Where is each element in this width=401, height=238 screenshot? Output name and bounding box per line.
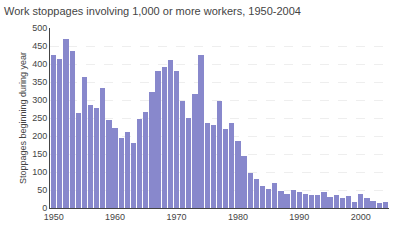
svg-text:2000: 2000 <box>351 212 371 222</box>
svg-text:400: 400 <box>32 59 47 69</box>
svg-text:200: 200 <box>32 131 47 141</box>
svg-text:350: 350 <box>32 77 47 87</box>
svg-text:300: 300 <box>32 95 47 105</box>
svg-text:1970: 1970 <box>166 212 186 222</box>
svg-text:1990: 1990 <box>289 212 309 222</box>
svg-text:1980: 1980 <box>228 212 248 222</box>
svg-text:50: 50 <box>37 185 47 195</box>
svg-text:150: 150 <box>32 149 47 159</box>
svg-text:250: 250 <box>32 113 47 123</box>
svg-text:450: 450 <box>32 41 47 51</box>
svg-text:1960: 1960 <box>105 212 125 222</box>
svg-text:1950: 1950 <box>44 212 64 222</box>
svg-text:500: 500 <box>32 23 47 33</box>
svg-text:Work stoppages involving 1,000: Work stoppages involving 1,000 or more w… <box>4 5 301 17</box>
svg-text:100: 100 <box>32 167 47 177</box>
svg-text:Stoppages beginning during yea: Stoppages beginning during year <box>18 52 28 184</box>
svg-text:0: 0 <box>42 203 47 213</box>
